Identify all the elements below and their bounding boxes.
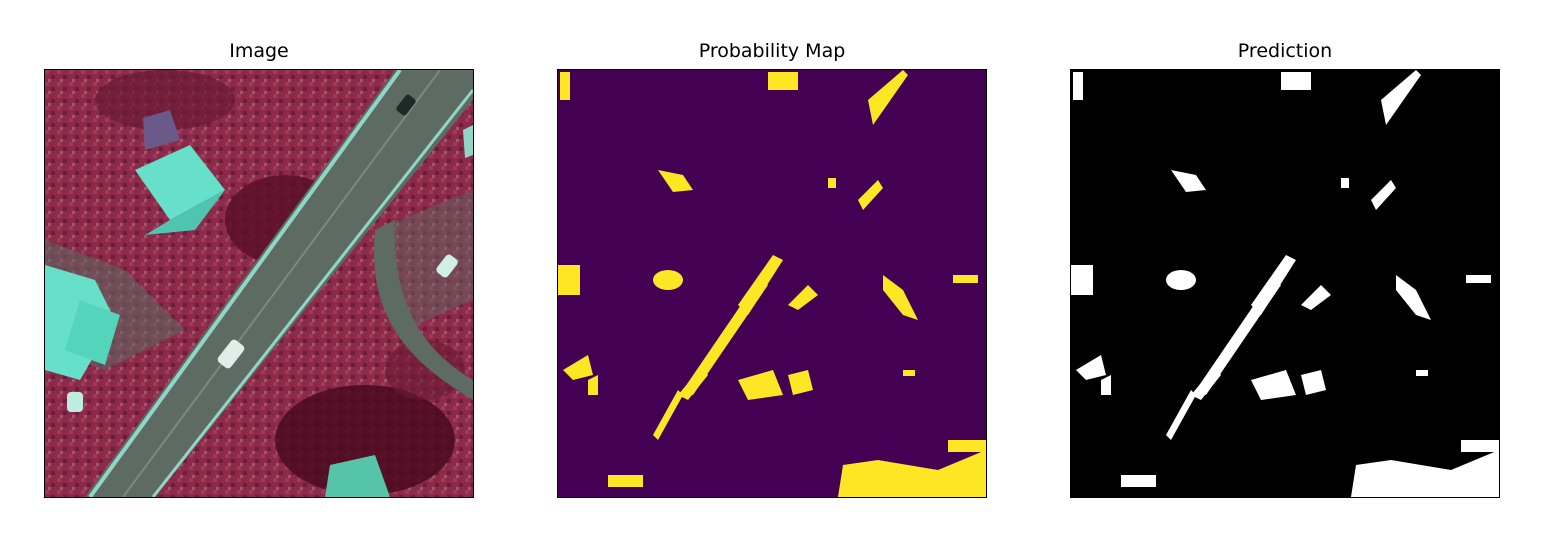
prediction-image (1071, 70, 1499, 497)
aerial-image-panel (44, 69, 474, 498)
image-panel-title: Image (229, 40, 289, 62)
prediction-panel-title: Prediction (1237, 40, 1333, 62)
probability-map-panel (557, 69, 987, 498)
probability-map-panel-title: Probability Map (698, 40, 846, 62)
prediction-panel (1070, 69, 1500, 498)
aerial-image (45, 70, 473, 497)
probability-map-image (558, 70, 986, 497)
